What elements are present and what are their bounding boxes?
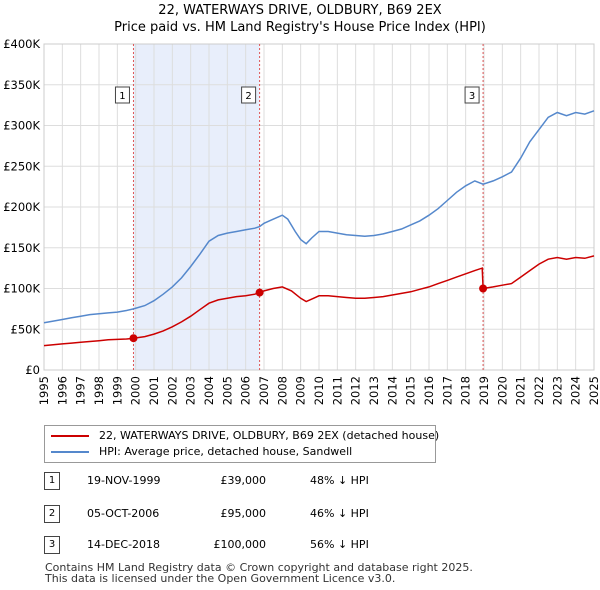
legend-swatch-hpi [51, 451, 89, 453]
x-tick-label: 2023 [550, 376, 564, 405]
transaction-date: 05-OCT-2006 [87, 507, 160, 520]
y-tick-label: £0 [25, 363, 40, 377]
sale-point [479, 284, 488, 293]
legend-label-hpi: HPI: Average price, detached house, Sand… [99, 445, 353, 458]
x-tick-label: 2016 [422, 376, 436, 405]
x-tick-label: 2014 [385, 376, 399, 405]
x-tick-label: 2005 [220, 376, 234, 405]
transaction-hpi-diff: 46% ↓ HPI [310, 507, 369, 520]
sale-label-box [241, 86, 257, 104]
chart-title: 22, WATERWAYS DRIVE, OLDBURY, B69 2EX [158, 3, 442, 18]
x-tick-label: 1997 [74, 376, 88, 405]
x-tick-label: 2004 [202, 376, 216, 405]
x-tick-label: 2018 [459, 376, 473, 405]
sale-label-box [114, 86, 130, 104]
sale-label: 1 [119, 91, 125, 102]
hpi-series-line [43, 110, 595, 324]
x-tick-label: 1995 [37, 376, 51, 405]
footer-copyright: Contains HM Land Registry data © Crown c… [45, 561, 473, 574]
property-series-line [43, 255, 595, 347]
x-tick-label: 2000 [129, 376, 143, 405]
price-chart: £0 £50K £100K £150K £200K £250K £300K £350K £400… [3, 37, 600, 405]
plot-border [43, 43, 595, 371]
y-tick-label: £100K [3, 282, 40, 296]
transaction-date: 14-DEC-2018 [87, 538, 161, 551]
x-tick-label: 2019 [477, 376, 491, 405]
x-tick-label: 1998 [92, 376, 106, 405]
transaction-date: 19-NOV-1999 [87, 474, 161, 487]
x-tick-label: 2017 [440, 376, 454, 405]
legend: 22, WATERWAYS DRIVE, OLDBURY, B69 2EX (d… [44, 425, 440, 463]
transaction-hpi-diff: 56% ↓ HPI [310, 538, 369, 551]
x-tick-label: 2003 [184, 376, 198, 405]
y-tick-label: £300K [3, 119, 40, 133]
x-tick-label: 2002 [165, 376, 179, 405]
transaction-price: £39,000 [220, 474, 267, 487]
legend-label-property: 22, WATERWAYS DRIVE, OLDBURY, B69 2EX (d… [99, 429, 440, 442]
x-tick-label: 2025 [587, 376, 600, 405]
x-tick-label: 1999 [110, 376, 124, 405]
y-tick-label: £400K [3, 37, 40, 51]
x-tick-label: 2010 [312, 376, 326, 405]
x-tick-label: 2009 [294, 376, 308, 405]
legend-swatch-property [51, 435, 89, 437]
y-tick-label: £150K [3, 241, 40, 255]
transaction-marker: 3 [44, 536, 60, 554]
x-tick-label: 2007 [257, 376, 271, 405]
y-tick-label: £350K [3, 78, 40, 92]
sale-label: 2 [245, 91, 251, 102]
transaction-hpi-diff: 48% ↓ HPI [310, 474, 369, 487]
x-tick-label: 2013 [367, 376, 381, 405]
x-tick-label: 2020 [495, 376, 509, 405]
x-tick-label: 1996 [55, 376, 69, 405]
x-tick-label: 2021 [514, 376, 528, 405]
transaction-price: £100,000 [213, 538, 267, 551]
x-tick-label: 2022 [532, 376, 546, 405]
transaction-marker: 1 [44, 472, 60, 490]
sale-point [255, 288, 264, 297]
y-tick-label: £50K [11, 322, 41, 336]
x-tick-label: 2001 [147, 376, 161, 405]
x-tick-label: 2015 [404, 376, 418, 405]
x-tick-label: 2012 [349, 376, 363, 405]
sale-label-box [464, 86, 480, 104]
x-tick-label: 2008 [275, 376, 289, 405]
x-tick-label: 2024 [569, 376, 583, 405]
sale-point [129, 334, 138, 343]
transaction-price: £95,000 [220, 507, 267, 520]
transaction-marker: 2 [44, 505, 60, 523]
y-tick-label: £250K [3, 159, 40, 173]
sale-label: 3 [469, 91, 475, 102]
footer-licence: This data is licensed under the Open Gov… [45, 572, 396, 585]
x-tick-label: 2011 [330, 376, 344, 405]
chart-subtitle: Price paid vs. HM Land Registry's House … [114, 20, 486, 35]
y-tick-label: £200K [3, 200, 40, 214]
x-tick-label: 2006 [239, 376, 253, 405]
